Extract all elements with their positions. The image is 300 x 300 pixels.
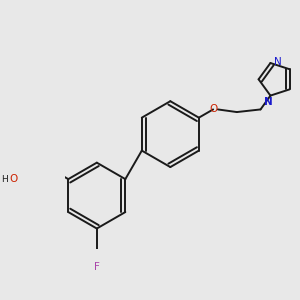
Text: O: O [10,174,18,184]
Text: O: O [209,104,217,114]
Text: N: N [264,97,273,107]
Text: N: N [274,57,282,67]
Text: H: H [1,175,8,184]
Text: F: F [94,262,100,272]
